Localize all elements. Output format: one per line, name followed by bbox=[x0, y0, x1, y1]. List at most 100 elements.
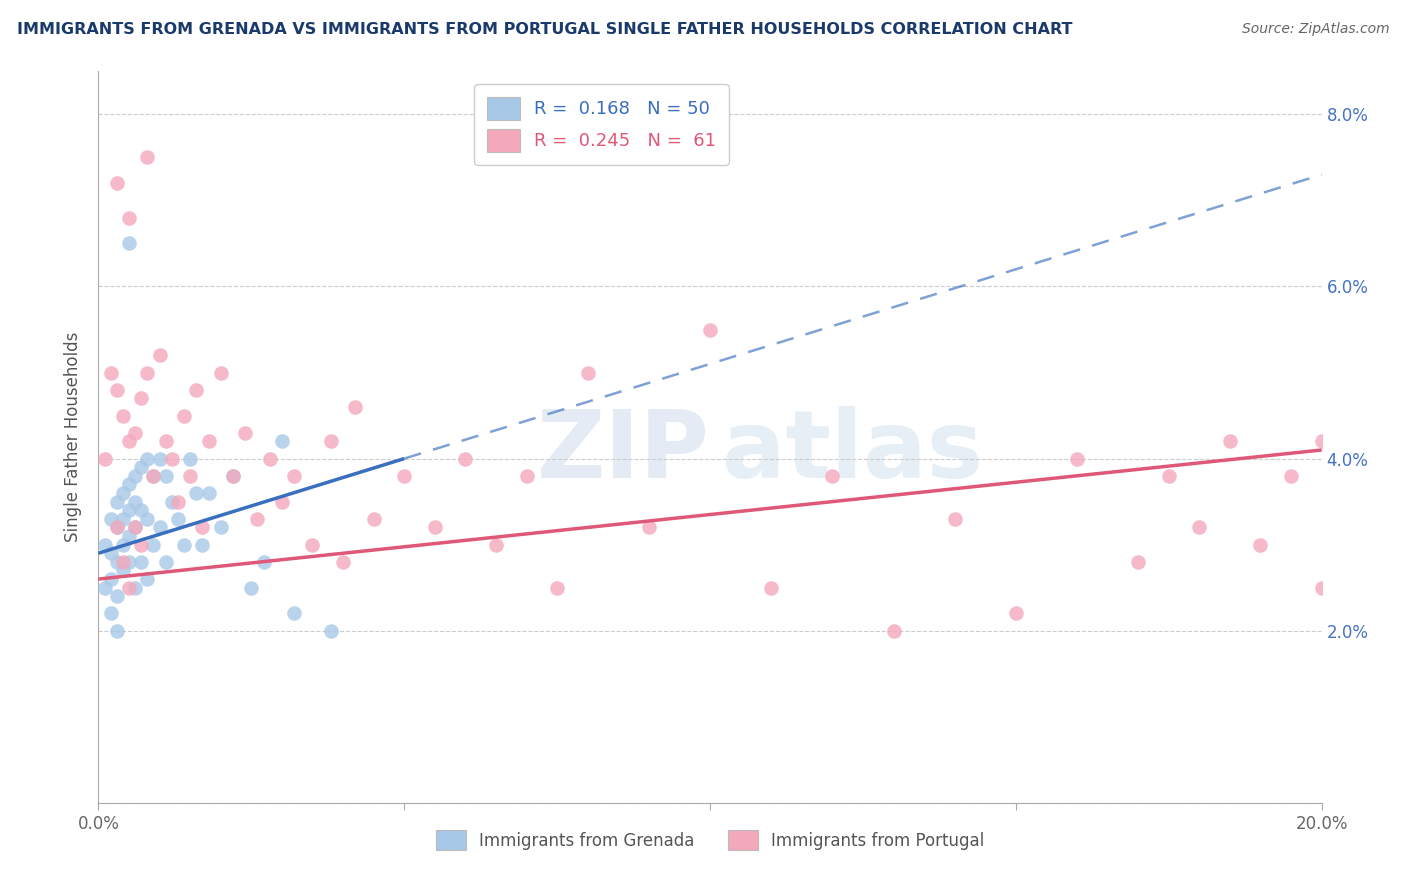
Point bbox=[118, 529, 141, 543]
Point bbox=[179, 468, 201, 483]
Text: IMMIGRANTS FROM GRENADA VS IMMIGRANTS FROM PORTUGAL SINGLE FATHER HOUSEHOLDS COR: IMMIGRANTS FROM GRENADA VS IMMIGRANTS FR… bbox=[17, 22, 1073, 37]
Point bbox=[319, 434, 342, 449]
Y-axis label: Single Father Households: Single Father Households bbox=[65, 332, 83, 542]
Point bbox=[270, 494, 292, 508]
Text: Source: ZipAtlas.com: Source: ZipAtlas.com bbox=[1241, 22, 1389, 37]
Point bbox=[124, 494, 146, 508]
Point bbox=[1128, 555, 1150, 569]
Point bbox=[576, 366, 599, 380]
Point bbox=[485, 538, 508, 552]
Point bbox=[118, 581, 141, 595]
Point bbox=[100, 512, 122, 526]
Point bbox=[699, 322, 721, 336]
Point bbox=[129, 460, 152, 475]
Point bbox=[173, 409, 195, 423]
Point bbox=[93, 538, 115, 552]
Point bbox=[1188, 520, 1211, 534]
Point bbox=[197, 434, 219, 449]
Point bbox=[1279, 468, 1302, 483]
Point bbox=[149, 348, 172, 362]
Point bbox=[283, 468, 305, 483]
Point bbox=[118, 211, 141, 225]
Point bbox=[1249, 538, 1271, 552]
Point bbox=[454, 451, 477, 466]
Point bbox=[93, 451, 115, 466]
Legend: Immigrants from Grenada, Immigrants from Portugal: Immigrants from Grenada, Immigrants from… bbox=[426, 820, 994, 860]
Point bbox=[546, 581, 568, 595]
Point bbox=[516, 468, 538, 483]
Point bbox=[270, 434, 292, 449]
Point bbox=[93, 581, 115, 595]
Point bbox=[129, 555, 152, 569]
Point bbox=[883, 624, 905, 638]
Point bbox=[118, 477, 141, 491]
Point bbox=[222, 468, 245, 483]
Point bbox=[129, 392, 152, 406]
Point bbox=[111, 564, 134, 578]
Point bbox=[283, 607, 305, 621]
Point bbox=[167, 512, 190, 526]
Point bbox=[111, 555, 134, 569]
Point bbox=[118, 434, 141, 449]
Point bbox=[105, 520, 128, 534]
Point bbox=[124, 520, 146, 534]
Point bbox=[363, 512, 385, 526]
Point bbox=[1310, 434, 1333, 449]
Point bbox=[136, 150, 159, 164]
Point bbox=[191, 538, 214, 552]
Point bbox=[136, 366, 159, 380]
Point bbox=[105, 494, 128, 508]
Point bbox=[240, 581, 263, 595]
Point bbox=[167, 494, 190, 508]
Point bbox=[118, 236, 141, 251]
Point bbox=[105, 555, 128, 569]
Point bbox=[259, 451, 281, 466]
Point bbox=[105, 520, 128, 534]
Point bbox=[246, 512, 269, 526]
Point bbox=[155, 555, 177, 569]
Point bbox=[160, 494, 183, 508]
Point bbox=[111, 486, 134, 500]
Point bbox=[105, 176, 128, 190]
Point bbox=[124, 425, 146, 440]
Point bbox=[111, 512, 134, 526]
Point bbox=[149, 520, 172, 534]
Point bbox=[124, 520, 146, 534]
Point bbox=[136, 451, 159, 466]
Text: ZIP: ZIP bbox=[537, 406, 710, 498]
Point bbox=[637, 520, 661, 534]
Point bbox=[392, 468, 416, 483]
Point bbox=[136, 572, 159, 586]
Point bbox=[129, 503, 152, 517]
Point bbox=[344, 400, 367, 414]
Point bbox=[155, 434, 177, 449]
Point bbox=[186, 383, 208, 397]
Point bbox=[209, 366, 232, 380]
Point bbox=[142, 538, 165, 552]
Point bbox=[118, 503, 141, 517]
Point bbox=[155, 468, 177, 483]
Point bbox=[1310, 581, 1333, 595]
Point bbox=[222, 468, 245, 483]
Point bbox=[197, 486, 219, 500]
Point bbox=[1219, 434, 1241, 449]
Text: atlas: atlas bbox=[723, 406, 983, 498]
Point bbox=[186, 486, 208, 500]
Point bbox=[160, 451, 183, 466]
Point bbox=[129, 538, 152, 552]
Point bbox=[173, 538, 195, 552]
Point bbox=[233, 425, 256, 440]
Point bbox=[118, 555, 141, 569]
Point bbox=[124, 468, 146, 483]
Point bbox=[1066, 451, 1088, 466]
Point bbox=[943, 512, 966, 526]
Point bbox=[100, 546, 122, 560]
Point bbox=[209, 520, 232, 534]
Point bbox=[100, 366, 122, 380]
Point bbox=[191, 520, 214, 534]
Point bbox=[105, 624, 128, 638]
Point bbox=[100, 607, 122, 621]
Point bbox=[142, 468, 165, 483]
Point bbox=[1004, 607, 1026, 621]
Point bbox=[124, 581, 146, 595]
